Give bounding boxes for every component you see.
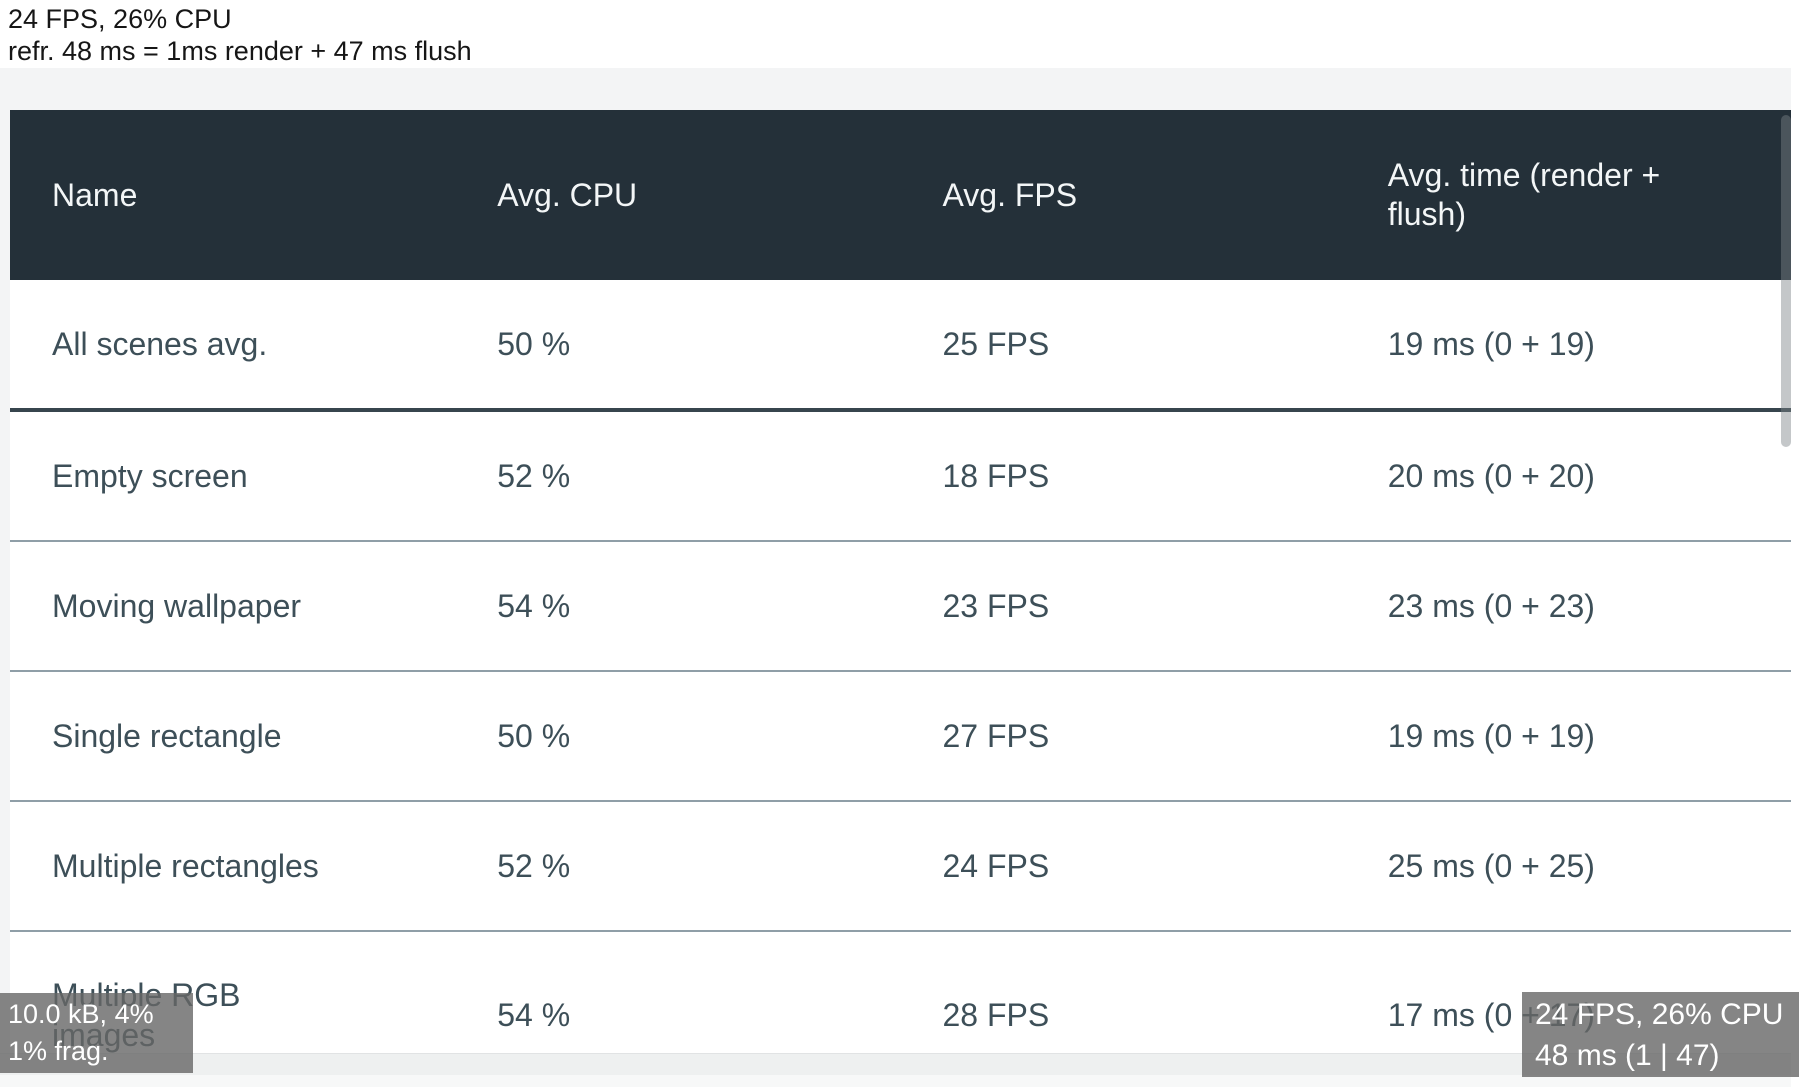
table-row: Multiple rectangles 52 % 24 FPS 25 ms (0 + …	[10, 802, 1791, 932]
fps-cpu-line: 24 FPS, 26% CPU	[1535, 998, 1784, 1031]
fps-debug-overlay: 24 FPS, 26% CPU 48 ms (1 | 47)	[1522, 992, 1799, 1077]
bottom-strip-lower	[0, 1075, 1791, 1087]
scene-name-label: Moving wallpaper	[52, 588, 302, 624]
scene-name-label: Empty screen	[52, 458, 248, 494]
table-row: Moving wallpaper 54 % 23 FPS 23 ms (0 + 23)	[10, 542, 1791, 672]
column-header-avg-cpu: Avg. CPU	[497, 176, 638, 213]
scene-name-label: Single rectangle	[52, 718, 282, 754]
fps-cpu-line: 24 FPS, 26% CPU	[8, 4, 232, 34]
refresh-time-line: refr. 48 ms = 1ms render + 47 ms flush	[8, 36, 472, 66]
table-row: Empty screen 52 % 18 FPS 20 ms (0 + 20)	[10, 412, 1791, 542]
table-body: Empty screen 52 % 18 FPS 20 ms (0 + 20) Movi…	[10, 412, 1791, 1053]
fps-debug-readout: 24 FPS, 26% CPU refr. 48 ms = 1ms render…	[8, 3, 472, 67]
bottom-strip	[0, 1053, 1791, 1075]
fragmentation-line: 1% frag.	[8, 1036, 109, 1066]
frame-time-line: 48 ms (1 | 47)	[1535, 1039, 1720, 1072]
avg-cpu-cell: 52 %	[497, 848, 571, 884]
avg-fps-cell: 23 FPS	[942, 588, 1050, 624]
avg-cpu-cell: 54 %	[497, 588, 571, 624]
scene-name-cell: Empty screen	[10, 456, 455, 496]
avg-time-cell: 25 ms (0 + 25)	[1387, 848, 1595, 884]
memory-debug-overlay: 10.0 kB, 4% 1% frag.	[0, 993, 193, 1073]
avg-cpu-cell: 54 %	[497, 996, 571, 1033]
table-header-row: Name Avg. CPU Avg. FPS Avg. time (render…	[10, 110, 1791, 280]
table-row: Single rectangle 50 % 27 FPS 19 ms (0 + 19)	[10, 672, 1791, 802]
avg-fps-cell: 25 FPS	[942, 326, 1050, 362]
scene-name-cell: Multiple rectangles	[10, 846, 455, 886]
avg-cpu-cell: 50 %	[497, 326, 571, 362]
avg-cpu-cell: 50 %	[497, 718, 571, 754]
column-header-name: Name	[52, 176, 138, 213]
vertical-scrollbar-thumb[interactable]	[1781, 115, 1791, 447]
column-header-avg-time: Avg. time (render + flush)	[1346, 156, 1791, 234]
scene-name-cell: Moving wallpaper	[10, 586, 455, 626]
avg-time-cell: 20 ms (0 + 20)	[1387, 458, 1595, 494]
avg-fps-cell: 27 FPS	[942, 718, 1050, 754]
scene-name-cell: All scenes avg.	[52, 326, 268, 362]
scene-name-label: Multiple rectangles	[52, 848, 319, 884]
avg-time-cell: 23 ms (0 + 23)	[1387, 588, 1595, 624]
memory-usage-line: 10.0 kB, 4%	[8, 999, 154, 1029]
column-header-avg-fps: Avg. FPS	[942, 176, 1078, 213]
scene-name-cell: Single rectangle	[10, 716, 455, 756]
benchmark-results-table: Name Avg. CPU Avg. FPS Avg. time (render…	[10, 110, 1791, 1053]
avg-fps-cell: 24 FPS	[942, 848, 1050, 884]
avg-cpu-cell: 52 %	[497, 458, 571, 494]
avg-time-cell: 19 ms (0 + 19)	[1387, 326, 1595, 362]
avg-fps-cell: 28 FPS	[942, 996, 1050, 1033]
summary-row: All scenes avg. 50 % 25 FPS 19 ms (0 + 1…	[10, 280, 1791, 412]
avg-time-cell: 19 ms (0 + 19)	[1387, 718, 1595, 754]
avg-fps-cell: 18 FPS	[942, 458, 1050, 494]
column-header-avg-time-label: Avg. time (render + flush)	[1387, 157, 1661, 232]
